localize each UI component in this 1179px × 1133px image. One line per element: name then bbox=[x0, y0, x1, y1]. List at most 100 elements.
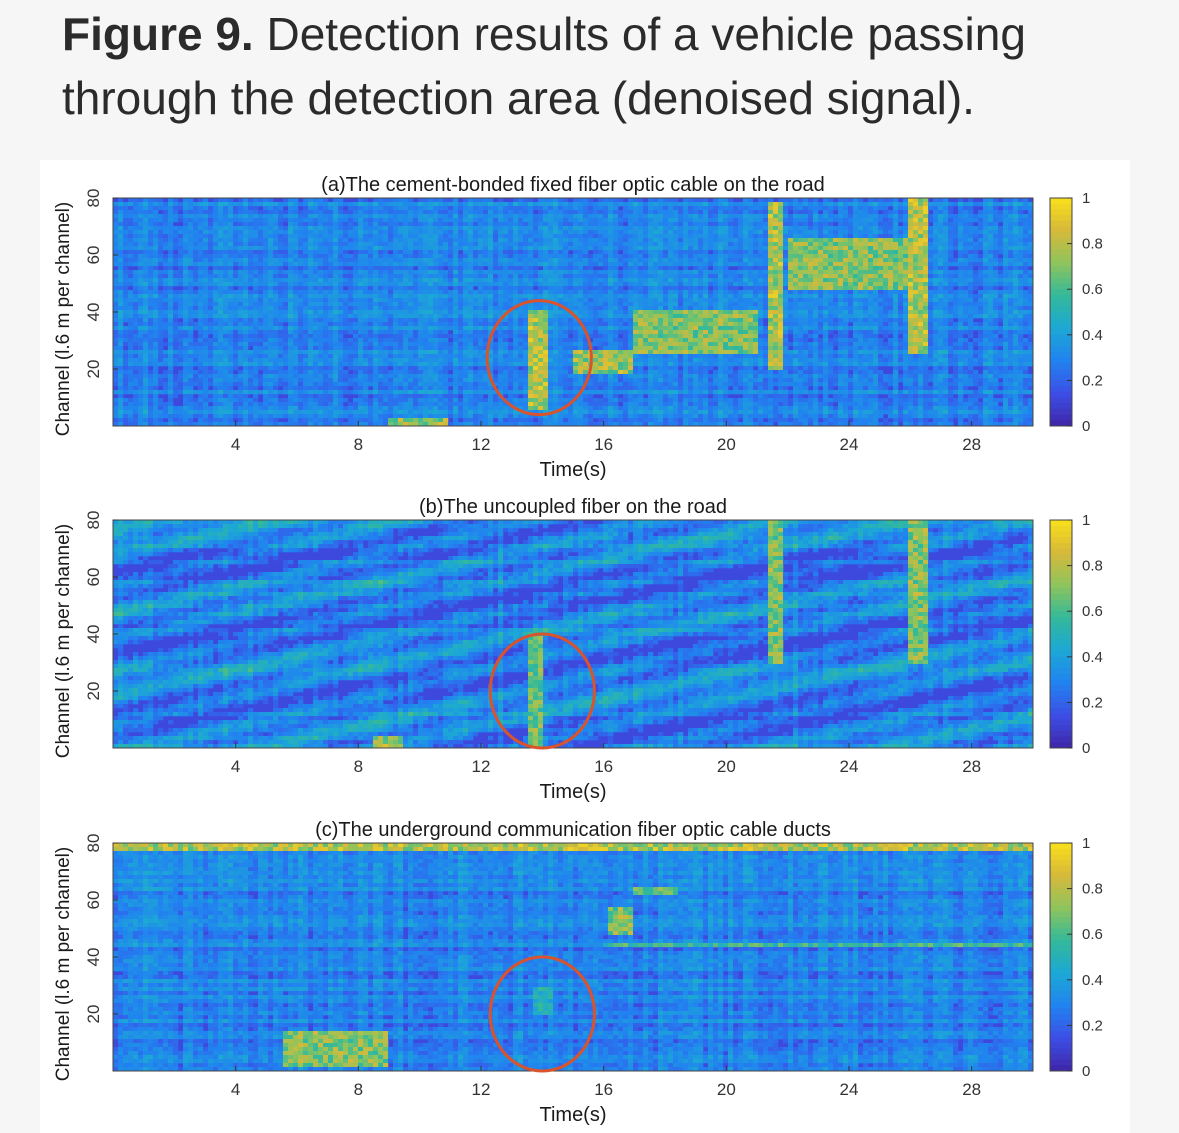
heatmap-cell bbox=[383, 310, 388, 314]
heatmap-cell bbox=[253, 330, 258, 334]
heatmap-cell bbox=[538, 390, 543, 394]
heatmap-cell bbox=[418, 290, 423, 294]
heatmap-cell bbox=[533, 214, 538, 218]
heatmap-cell bbox=[138, 338, 143, 342]
heatmap-cell bbox=[458, 402, 463, 406]
heatmap-cell bbox=[493, 354, 498, 358]
heatmap-cell bbox=[238, 306, 243, 310]
heatmap-cell bbox=[483, 382, 488, 386]
heatmap-cell bbox=[493, 410, 498, 414]
heatmap-cell bbox=[418, 302, 423, 306]
heatmap-cell bbox=[398, 330, 403, 334]
heatmap-cell bbox=[383, 230, 388, 234]
heatmap-cell bbox=[148, 230, 153, 234]
heatmap-cell bbox=[453, 346, 458, 350]
heatmap-cell bbox=[333, 262, 338, 266]
heatmap-cell bbox=[288, 402, 293, 406]
heatmap-cell bbox=[268, 310, 273, 314]
heatmap-cell bbox=[268, 246, 273, 250]
heatmap-cell bbox=[533, 370, 538, 374]
heatmap-cell bbox=[168, 246, 173, 250]
heatmap-cell bbox=[193, 254, 198, 258]
heatmap-cell bbox=[238, 326, 243, 330]
heatmap-cell bbox=[383, 418, 388, 422]
heatmap-cell bbox=[368, 218, 373, 222]
heatmap-cell bbox=[318, 206, 323, 210]
heatmap-cell bbox=[538, 342, 543, 346]
heatmap-cell bbox=[238, 222, 243, 226]
heatmap-cell bbox=[288, 274, 293, 278]
heatmap-cell bbox=[403, 318, 408, 322]
heatmap-cell bbox=[258, 210, 263, 214]
heatmap-cell bbox=[258, 270, 263, 274]
heatmap-cell bbox=[163, 298, 168, 302]
heatmap-cell bbox=[208, 218, 213, 222]
heatmap-cell bbox=[248, 362, 253, 366]
heatmap-cell bbox=[248, 198, 253, 202]
heatmap-cell bbox=[208, 294, 213, 298]
heatmap-cell bbox=[138, 386, 143, 390]
heatmap-cell bbox=[458, 362, 463, 366]
heatmap-cell bbox=[293, 338, 298, 342]
heatmap-cell bbox=[528, 354, 533, 358]
heatmap-cell bbox=[413, 322, 418, 326]
heatmap-cell bbox=[158, 282, 163, 286]
heatmap-cell bbox=[558, 278, 563, 282]
heatmap-cell bbox=[213, 402, 218, 406]
heatmap-cell bbox=[543, 198, 548, 202]
heatmap-cell bbox=[333, 274, 338, 278]
heatmap-cell bbox=[418, 246, 423, 250]
heatmap-cell bbox=[328, 302, 333, 306]
heatmap-cell bbox=[203, 374, 208, 378]
heatmap-cell bbox=[218, 278, 223, 282]
heatmap-cell bbox=[403, 282, 408, 286]
heatmap-cell bbox=[263, 238, 268, 242]
heatmap-cell bbox=[188, 410, 193, 414]
heatmap-cell bbox=[188, 334, 193, 338]
heatmap-cell bbox=[418, 342, 423, 346]
heatmap-cell bbox=[423, 330, 428, 334]
heatmap-cell bbox=[223, 406, 228, 410]
heatmap-cell bbox=[348, 330, 353, 334]
heatmap-cell bbox=[558, 294, 563, 298]
heatmap-cell bbox=[153, 294, 158, 298]
heatmap-cell bbox=[513, 222, 518, 226]
heatmap-cell bbox=[283, 346, 288, 350]
heatmap-cell bbox=[358, 342, 363, 346]
heatmap-cell bbox=[373, 298, 378, 302]
heatmap-cell bbox=[123, 294, 128, 298]
heatmap-cell bbox=[208, 242, 213, 246]
heatmap-cell bbox=[323, 282, 328, 286]
heatmap-cell bbox=[478, 298, 483, 302]
heatmap-cell bbox=[353, 242, 358, 246]
heatmap-cell bbox=[563, 210, 568, 214]
heatmap-cell bbox=[368, 278, 373, 282]
heatmap-cell bbox=[428, 206, 433, 210]
heatmap-cell bbox=[558, 202, 563, 206]
heatmap-cell bbox=[123, 218, 128, 222]
heatmap-cell bbox=[138, 314, 143, 318]
heatmap-cell bbox=[498, 202, 503, 206]
heatmap-cell bbox=[418, 286, 423, 290]
heatmap-cell bbox=[443, 346, 448, 350]
heatmap-cell bbox=[113, 258, 118, 262]
heatmap-cell bbox=[523, 218, 528, 222]
heatmap-cell bbox=[223, 282, 228, 286]
heatmap-cell bbox=[503, 378, 508, 382]
heatmap-cell bbox=[223, 330, 228, 334]
heatmap-cell bbox=[243, 362, 248, 366]
heatmap-cell bbox=[483, 198, 488, 202]
heatmap-cell bbox=[333, 322, 338, 326]
heatmap-cell bbox=[398, 402, 403, 406]
heatmap-cell bbox=[373, 314, 378, 318]
heatmap-cell bbox=[413, 418, 418, 422]
heatmap-cell bbox=[423, 362, 428, 366]
heatmap-cell bbox=[428, 266, 433, 270]
heatmap-cell bbox=[328, 246, 333, 250]
heatmap-cell bbox=[198, 266, 203, 270]
heatmap-cell bbox=[458, 318, 463, 322]
heatmap-cell bbox=[238, 286, 243, 290]
heatmap-cell bbox=[538, 290, 543, 294]
heatmap-cell bbox=[398, 242, 403, 246]
heatmap-cell bbox=[313, 214, 318, 218]
